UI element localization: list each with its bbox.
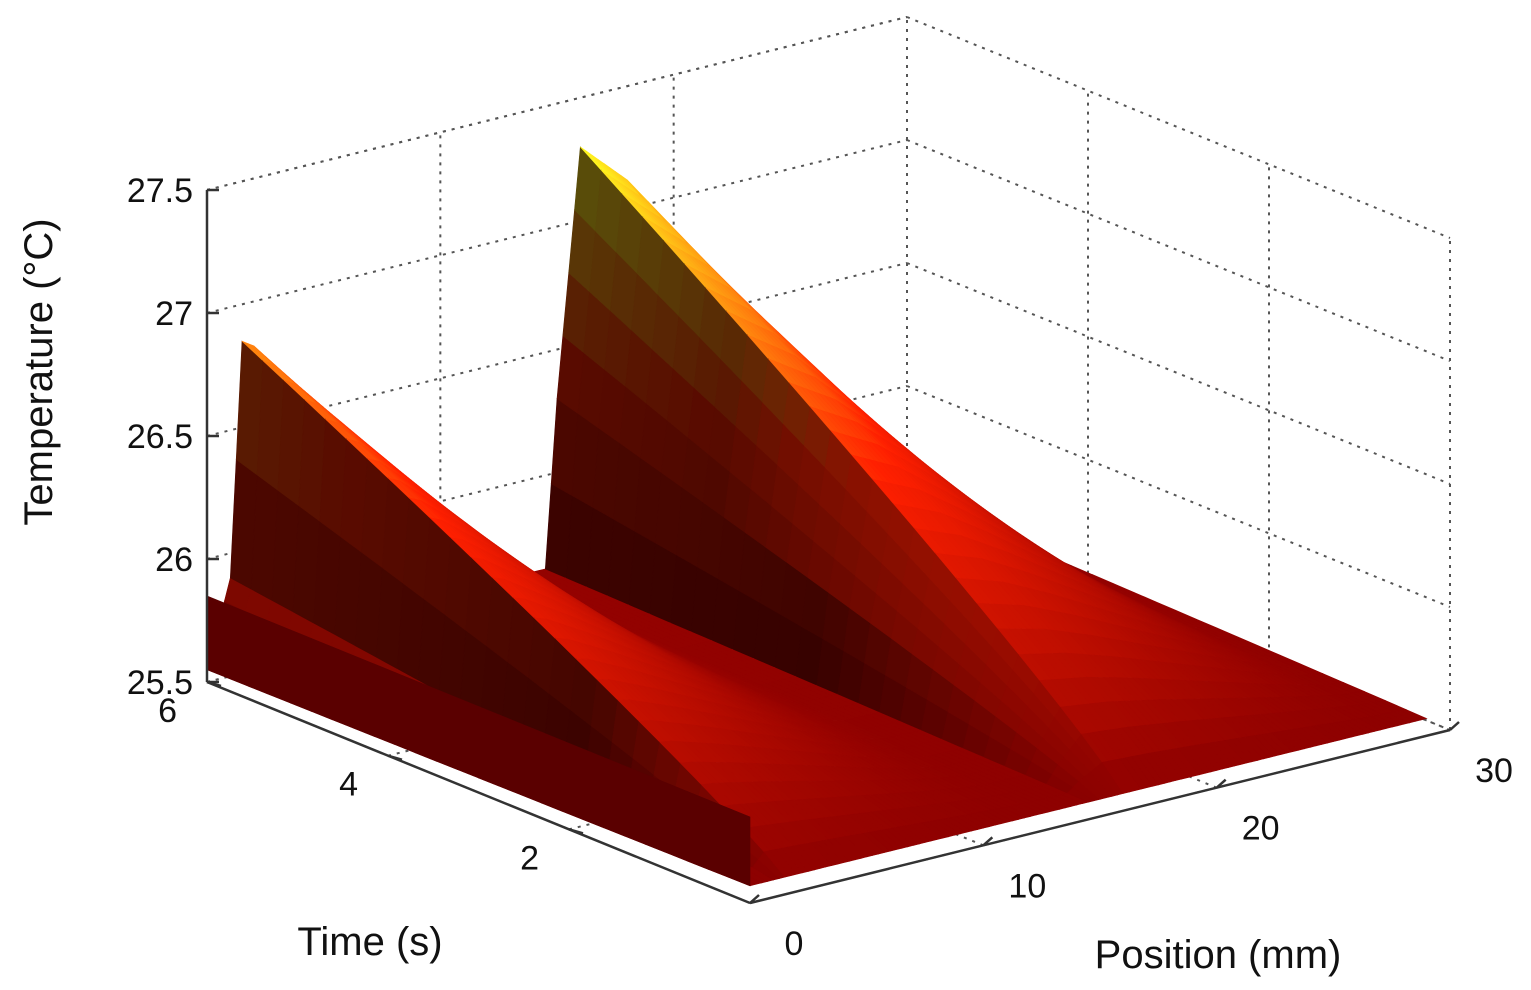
x-tick-label: 20 xyxy=(1242,810,1280,848)
grid-line xyxy=(906,139,1451,362)
surface-cell xyxy=(1398,709,1428,721)
surface-side xyxy=(457,697,479,779)
surface-side xyxy=(436,688,458,771)
surface-side xyxy=(227,603,250,687)
z-tick-label: 27 xyxy=(155,295,193,333)
surface xyxy=(206,146,1428,887)
surface-side xyxy=(415,680,438,762)
surface-side xyxy=(352,654,375,737)
x-axis-line xyxy=(749,728,1451,905)
grid-line xyxy=(906,385,1451,608)
surface-side xyxy=(624,765,646,845)
x-axis-title: Position (mm) xyxy=(1095,933,1342,977)
t-tick-mark xyxy=(387,754,403,761)
x-tick-label: 10 xyxy=(1008,867,1046,905)
surface-side xyxy=(645,773,667,854)
x-tick-label: 30 xyxy=(1475,752,1513,790)
surface-side xyxy=(269,620,291,704)
surface-side xyxy=(478,705,500,787)
surface-side xyxy=(603,756,626,837)
surface-side xyxy=(290,629,312,712)
t-tick-label: 6 xyxy=(158,692,177,730)
y-axis-title: Time (s) xyxy=(297,920,442,964)
grid-line xyxy=(206,16,908,191)
surface-side xyxy=(394,671,417,754)
x-tick-mark xyxy=(1449,721,1460,731)
grid-line xyxy=(906,262,1451,485)
surface-side xyxy=(311,637,333,721)
grid-line xyxy=(206,262,908,437)
x-tick-label: 0 xyxy=(785,925,804,963)
tick-labels: 25.5 26 26.5 27 27.5 0 10 20 30 2 4 6 xyxy=(127,172,1513,963)
surface-side xyxy=(519,722,542,804)
x-tick-mark xyxy=(1215,778,1227,789)
t-axis-line xyxy=(206,680,751,905)
surface-side xyxy=(686,790,709,870)
axis-titles: Temperature (°C) Time (s) Position (mm) xyxy=(17,218,1341,977)
t-tick-label: 2 xyxy=(520,839,539,877)
grid-line xyxy=(206,139,908,314)
z-tick-label: 25.5 xyxy=(127,664,193,702)
t-tick-label: 4 xyxy=(339,766,358,804)
z-tick-label: 27.5 xyxy=(127,172,193,210)
grid-line xyxy=(906,16,1451,239)
surface-side xyxy=(707,799,730,878)
surface-side xyxy=(373,663,396,746)
axes xyxy=(205,188,1460,905)
t-tick-mark xyxy=(206,680,222,688)
z-tick-label: 26.5 xyxy=(127,418,193,456)
x-tick-mark xyxy=(749,894,760,904)
surface-side xyxy=(728,807,751,887)
surface-side xyxy=(248,612,271,696)
surface-side xyxy=(582,748,605,829)
z-axis-title: Temperature (°C) xyxy=(17,218,61,525)
t-tick-mark xyxy=(568,828,584,835)
surface-side xyxy=(666,782,688,862)
surface-side xyxy=(331,646,354,729)
surface-side xyxy=(540,731,563,812)
surface-side xyxy=(206,595,229,679)
x-tick-mark xyxy=(982,836,994,847)
surface-side xyxy=(499,714,521,795)
z-tick-label: 26 xyxy=(155,541,193,579)
surface-side xyxy=(561,739,584,820)
